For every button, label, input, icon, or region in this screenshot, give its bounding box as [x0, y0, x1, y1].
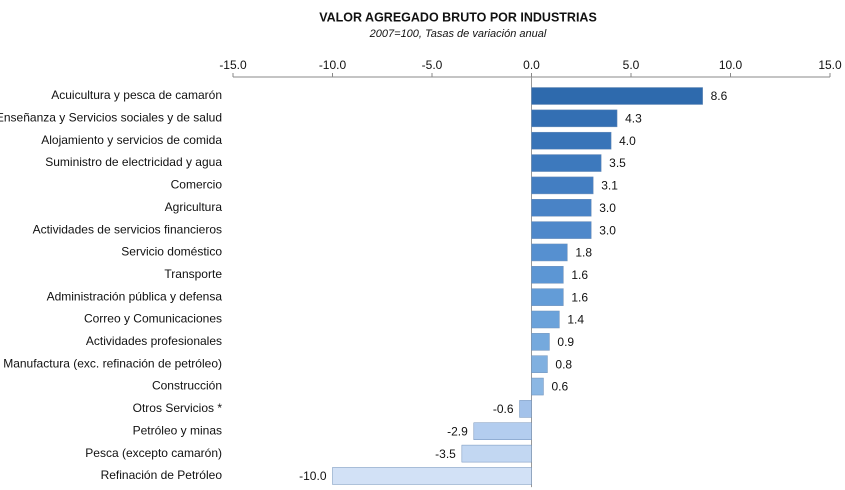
- y-tick-label: Administración pública y defensa: [47, 289, 223, 303]
- value-label: 0.8: [555, 357, 572, 371]
- x-tick-label: -15.0: [219, 58, 247, 72]
- y-tick-label: Agricultura: [165, 200, 223, 214]
- y-tick-label: Refinación de Petróleo: [101, 468, 223, 482]
- bar: [531, 377, 544, 396]
- bar: [531, 109, 618, 128]
- bar: [531, 87, 703, 105]
- value-label: -3.5: [435, 447, 456, 461]
- x-tick-label: -5.0: [422, 58, 443, 72]
- bar: [531, 266, 564, 284]
- y-tick-label: Servicio doméstico: [121, 245, 222, 259]
- y-tick-label: Otros Servicios *: [133, 401, 223, 415]
- bar: [473, 422, 532, 440]
- y-tick-label: Correo y Comunicaciones: [84, 312, 222, 326]
- bar: [519, 400, 532, 418]
- y-tick-label: Petróleo y minas: [133, 423, 222, 437]
- value-label: 0.9: [557, 335, 574, 349]
- y-tick-label: Comercio: [171, 178, 223, 192]
- bar: [531, 243, 568, 262]
- y-tick-label: Suministro de electricidad y agua: [45, 155, 222, 169]
- y-tick-label: Actividades de servicios financieros: [33, 222, 222, 236]
- y-tick-label: Alojamiento y servicios de comida: [41, 133, 222, 147]
- value-label: 1.6: [571, 268, 588, 282]
- value-label: 1.6: [571, 290, 588, 304]
- x-tick-label: 0.0: [523, 58, 540, 72]
- bar: [461, 444, 532, 463]
- value-label: 1.4: [567, 313, 584, 327]
- y-tick-label: Pesca (excepto camarón): [85, 446, 222, 460]
- y-tick-label: Actividades profesionales: [86, 334, 222, 348]
- value-label: 0.6: [551, 380, 568, 394]
- value-label: 1.8: [575, 246, 592, 260]
- value-label: 3.1: [601, 179, 618, 193]
- bar: [531, 131, 612, 150]
- value-label: 4.0: [619, 134, 636, 148]
- bar: [531, 333, 550, 351]
- value-label: 3.0: [599, 201, 616, 215]
- y-tick-label: Enseñanza y Servicios sociales y de salu…: [0, 111, 222, 125]
- value-label: 3.5: [609, 156, 626, 170]
- value-label: -10.0: [299, 469, 327, 483]
- y-tick-label: Manufactura (exc. refinación de petróleo…: [3, 356, 222, 370]
- value-label: 4.3: [625, 112, 642, 126]
- bar: [531, 355, 548, 373]
- bar: [332, 467, 532, 485]
- value-label: 3.0: [599, 223, 616, 237]
- bar: [531, 310, 560, 329]
- x-tick-label: 10.0: [719, 58, 743, 72]
- y-tick-label: Transporte: [164, 267, 222, 281]
- bar: [531, 176, 594, 195]
- bar: [531, 221, 592, 239]
- x-tick-label: -10.0: [319, 58, 347, 72]
- chart-title: VALOR AGREGADO BRUTO POR INDUSTRIAS: [319, 10, 597, 24]
- y-tick-label: Acuicultura y pesca de camarón: [51, 88, 222, 102]
- value-label: 8.6: [711, 89, 728, 103]
- value-label: -2.9: [447, 424, 468, 438]
- chart-subtitle: 2007=100, Tasas de variación anual: [369, 28, 547, 40]
- bar: [531, 154, 602, 172]
- x-tick-label: 5.0: [623, 58, 640, 72]
- value-label: -0.6: [493, 402, 514, 416]
- y-tick-label: Construcción: [152, 379, 222, 393]
- x-tick-label: 15.0: [818, 58, 842, 72]
- bar: [531, 288, 564, 306]
- bar: [531, 199, 592, 217]
